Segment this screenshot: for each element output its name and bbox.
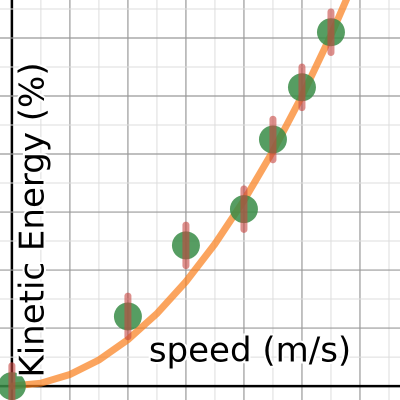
x-axis-label: speed (m/s) bbox=[149, 331, 351, 371]
y-axis-label: Kinetic Energy (%) bbox=[13, 62, 53, 377]
marks bbox=[0, 0, 351, 400]
